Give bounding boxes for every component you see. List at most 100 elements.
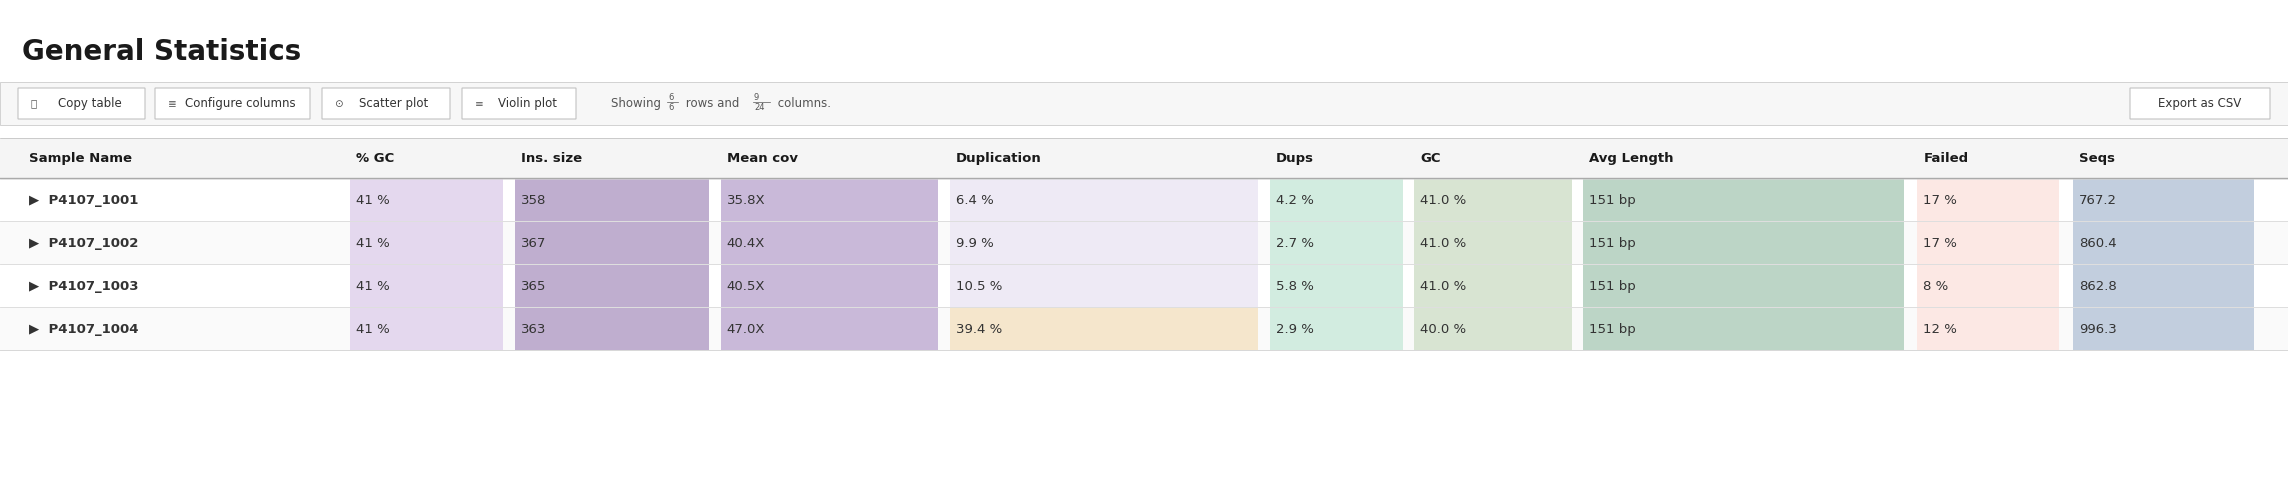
Bar [1414, 308, 1572, 350]
FancyBboxPatch shape [462, 88, 577, 119]
Text: Configure columns: Configure columns [185, 97, 295, 110]
Bar [721, 308, 938, 350]
Text: Ins. size: Ins. size [522, 151, 581, 165]
Text: 41 %: 41 % [357, 237, 389, 249]
Bar [350, 179, 503, 221]
Text: 151 bp: 151 bp [1590, 194, 1636, 206]
Text: ▶  P4107_1002: ▶ P4107_1002 [30, 237, 137, 249]
Text: Dups: Dups [1277, 151, 1313, 165]
Text: 4.2 %: 4.2 % [1277, 194, 1313, 206]
Bar [1270, 179, 1403, 221]
Text: Sample Name: Sample Name [30, 151, 133, 165]
Bar [1583, 222, 1904, 264]
Text: Violin plot: Violin plot [496, 97, 556, 110]
Bar [1583, 308, 1904, 350]
Bar [2073, 179, 2254, 221]
Bar [721, 179, 938, 221]
Bar [1917, 179, 2059, 221]
Text: 862.8: 862.8 [2080, 279, 2116, 293]
Text: General Statistics: General Statistics [23, 38, 302, 66]
Text: 47.0X: 47.0X [728, 322, 764, 336]
Bar [0, 265, 2288, 307]
Bar [721, 222, 938, 264]
Text: 9: 9 [755, 94, 760, 102]
Text: 2.9 %: 2.9 % [1277, 322, 1313, 336]
FancyBboxPatch shape [18, 88, 144, 119]
Text: 40.4X: 40.4X [728, 237, 764, 249]
Bar [1414, 265, 1572, 307]
Text: Mean cov: Mean cov [728, 151, 799, 165]
Bar [0, 138, 2288, 178]
Text: 151 bp: 151 bp [1590, 237, 1636, 249]
Bar [350, 222, 503, 264]
Text: 41.0 %: 41.0 % [1421, 237, 1467, 249]
Text: 6: 6 [668, 103, 673, 112]
Text: Seqs: Seqs [2080, 151, 2114, 165]
Text: 151 bp: 151 bp [1590, 279, 1636, 293]
Text: 5.8 %: 5.8 % [1277, 279, 1313, 293]
Text: ⊙: ⊙ [334, 98, 348, 108]
Text: 8 %: 8 % [1924, 279, 1949, 293]
Bar [1583, 265, 1904, 307]
Bar [1917, 308, 2059, 350]
Bar [350, 308, 503, 350]
Text: Showing: Showing [611, 97, 666, 110]
Text: 12 %: 12 % [1924, 322, 1956, 336]
Text: 6.4 %: 6.4 % [956, 194, 993, 206]
Bar [1414, 179, 1572, 221]
Bar [2073, 265, 2254, 307]
Text: 41.0 %: 41.0 % [1421, 279, 1467, 293]
Bar [350, 265, 503, 307]
Text: 2.7 %: 2.7 % [1277, 237, 1313, 249]
Bar [2073, 308, 2254, 350]
Bar [515, 265, 709, 307]
Text: GC: GC [1421, 151, 1441, 165]
Bar [0, 222, 2288, 264]
Text: 17 %: 17 % [1924, 194, 1956, 206]
Bar [515, 222, 709, 264]
Text: 41 %: 41 % [357, 194, 389, 206]
Text: 365: 365 [522, 279, 547, 293]
Text: 367: 367 [522, 237, 547, 249]
Bar [1917, 265, 2059, 307]
Text: 17 %: 17 % [1924, 237, 1956, 249]
Text: 767.2: 767.2 [2080, 194, 2116, 206]
FancyBboxPatch shape [323, 88, 451, 119]
Text: ▶  P4107_1003: ▶ P4107_1003 [30, 279, 137, 293]
Bar [1414, 222, 1572, 264]
Text: 41 %: 41 % [357, 322, 389, 336]
Bar [0, 308, 2288, 350]
FancyBboxPatch shape [2130, 88, 2270, 119]
Bar [950, 308, 1258, 350]
Text: 151 bp: 151 bp [1590, 322, 1636, 336]
Text: 363: 363 [522, 322, 547, 336]
Text: Avg Length: Avg Length [1590, 151, 1675, 165]
Text: Export as CSV: Export as CSV [2158, 97, 2242, 110]
Bar [1917, 222, 2059, 264]
Text: 40.0 %: 40.0 % [1421, 322, 1467, 336]
Bar [1270, 222, 1403, 264]
Bar [1583, 179, 1904, 221]
Text: columns.: columns. [773, 97, 831, 110]
Bar [950, 222, 1258, 264]
Text: 24: 24 [755, 103, 764, 112]
Bar [950, 179, 1258, 221]
Text: 10.5 %: 10.5 % [956, 279, 1002, 293]
Text: ≣: ≣ [167, 98, 181, 108]
Text: Scatter plot: Scatter plot [359, 97, 428, 110]
Text: 996.3: 996.3 [2080, 322, 2116, 336]
Text: % GC: % GC [357, 151, 394, 165]
Bar [0, 82, 2288, 125]
Text: ⎘: ⎘ [32, 98, 41, 108]
FancyBboxPatch shape [156, 88, 309, 119]
Text: 40.5X: 40.5X [728, 279, 764, 293]
Bar [0, 179, 2288, 221]
Text: 41.0 %: 41.0 % [1421, 194, 1467, 206]
Text: 35.8X: 35.8X [728, 194, 766, 206]
Text: 358: 358 [522, 194, 547, 206]
Text: 860.4: 860.4 [2080, 237, 2116, 249]
Text: rows and: rows and [682, 97, 744, 110]
Text: ▶  P4107_1001: ▶ P4107_1001 [30, 194, 137, 206]
Bar [721, 265, 938, 307]
Text: 9.9 %: 9.9 % [956, 237, 993, 249]
